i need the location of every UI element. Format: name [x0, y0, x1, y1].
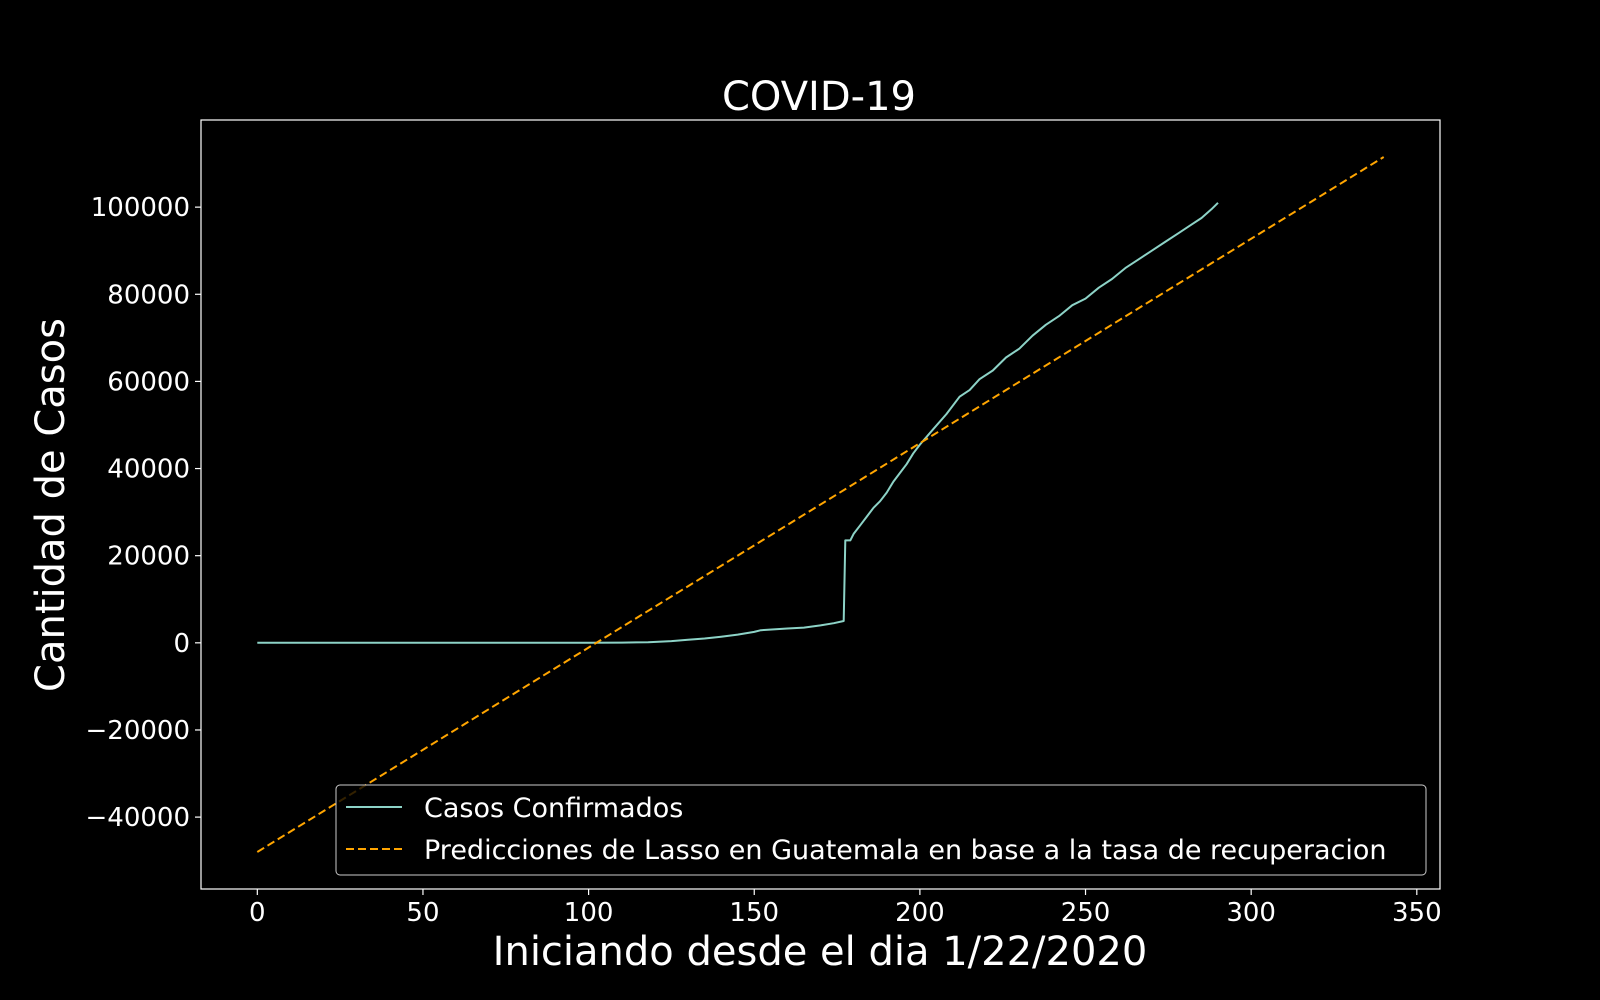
- y-tick-label: 0: [173, 629, 190, 659]
- y-tick-label: 60000: [107, 367, 190, 397]
- x-tick-label: 0: [249, 898, 266, 928]
- x-tick-label: 350: [1392, 898, 1442, 928]
- y-tick-label: 100000: [91, 193, 190, 223]
- legend-box: [335, 784, 1427, 876]
- chart-title: COVID-19: [722, 74, 916, 120]
- x-tick-label: 50: [406, 898, 439, 928]
- y-tick-label: −40000: [86, 803, 191, 833]
- y-tick-label: 40000: [107, 455, 190, 485]
- x-axis-ticks: 0 50 100 150 200 250 300 350: [249, 889, 1442, 928]
- x-tick-label: 250: [1061, 898, 1111, 928]
- y-axis-label: Cantidad de Casos: [28, 318, 74, 692]
- x-axis-label: Iniciando desde el dia 1/22/2020: [493, 929, 1148, 975]
- legend-label-casos-confirmados: Casos Confirmados: [424, 793, 683, 824]
- y-axis-ticks: −40000 −20000 0 20000 40000 60000 80000 100000: [86, 193, 201, 833]
- legend-label-predicciones-lasso: Predicciones de Lasso en Guatemala en ba…: [424, 835, 1386, 866]
- plot-series: [256, 156, 1385, 853]
- x-tick-label: 300: [1226, 898, 1276, 928]
- legend: Casos Confirmados Predicciones de Lasso …: [335, 784, 1427, 876]
- plot-frame: [200, 119, 1441, 890]
- y-tick-label: −20000: [86, 716, 191, 746]
- x-tick-label: 100: [564, 898, 614, 928]
- y-tick-label: 20000: [107, 542, 190, 572]
- x-tick-label: 150: [729, 898, 779, 928]
- y-tick-label: 80000: [107, 280, 190, 310]
- series-line-predicciones-lasso: [256, 156, 1385, 853]
- x-tick-label: 200: [895, 898, 945, 928]
- series-line-casos-confirmados: [257, 202, 1219, 644]
